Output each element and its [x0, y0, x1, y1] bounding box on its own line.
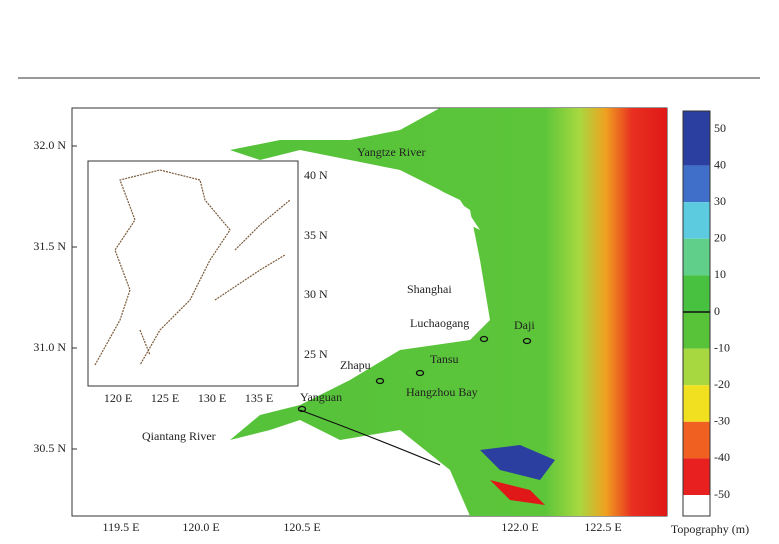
colorbar-label: -10 [714, 340, 730, 354]
y-tick-label: 30.5 N [33, 441, 66, 455]
place-label: Qiantang River [142, 429, 216, 443]
place-label: Zhapu [340, 358, 371, 372]
scour [490, 480, 545, 505]
colorbar-label: -50 [714, 487, 730, 501]
inset-lon-label: 125 E [151, 391, 179, 405]
inset-lat-label: 35 N [304, 228, 328, 242]
inset [87, 160, 299, 387]
colorbar-label: 50 [714, 121, 726, 135]
colorbar-block [683, 238, 710, 276]
station [522, 337, 532, 345]
colorbar-block [683, 202, 710, 239]
colorbar-cap [683, 111, 710, 129]
colorbar-block [683, 312, 710, 349]
inset-frame [87, 160, 299, 387]
colorbar-label: -20 [714, 377, 730, 391]
colorbar-block [683, 129, 710, 166]
station [479, 335, 489, 343]
station [297, 405, 307, 413]
seawall [299, 409, 441, 466]
x-tick-label: 120.5 E [283, 520, 320, 534]
y-tick-label: 32.0 N [33, 138, 66, 152]
place-label: Yangtze River [357, 145, 425, 159]
inset-lon-label: 135 E [245, 391, 273, 405]
place-label: Shanghai [407, 282, 452, 296]
island [350, 168, 480, 230]
place-label: Daji [514, 318, 535, 332]
colorbar-label: 40 [714, 157, 726, 171]
colorbar-frame [682, 110, 711, 517]
x-tick-label: 120.0 E [182, 520, 219, 534]
colorbar-block [683, 275, 710, 312]
inset-lon-label: 130 E [198, 391, 226, 405]
colorbar-label: 30 [714, 194, 726, 208]
colorbar-block [683, 421, 710, 459]
inset-lat-label: 30 N [304, 287, 328, 301]
place-label: Hangzhou Bay [406, 385, 478, 399]
colorbar-label: 20 [714, 231, 726, 245]
inset-lat-label: 40 N [304, 168, 328, 182]
place-label: Yanguan [300, 390, 342, 404]
place-label: Luchaogang [410, 316, 469, 330]
colorbar-title: Topography (m) [671, 522, 749, 536]
y-tick-label: 31.5 N [33, 239, 66, 253]
colorbar-label: 10 [714, 267, 726, 281]
island [310, 185, 440, 238]
colorbar-block [683, 348, 710, 386]
deep-channel [480, 445, 555, 480]
inset-lat-label: 25 N [304, 347, 328, 361]
x-tick-label: 122.0 E [501, 520, 538, 534]
station [415, 369, 425, 377]
sea [230, 108, 667, 516]
place-label: Tansu [430, 352, 459, 366]
colorbar-block [683, 385, 710, 422]
inset-lon-label: 120 E [104, 391, 132, 405]
colorbar-block [683, 165, 710, 203]
colorbar-label: -30 [714, 414, 730, 428]
x-tick-label: 122.5 E [584, 520, 621, 534]
station [375, 377, 385, 385]
x-tick-label: 119.5 E [103, 520, 140, 534]
colorbar-label: 0 [714, 304, 720, 318]
colorbar-block [683, 458, 710, 495]
y-tick-label: 31.0 N [33, 340, 66, 354]
colorbar-label: -40 [714, 450, 730, 464]
